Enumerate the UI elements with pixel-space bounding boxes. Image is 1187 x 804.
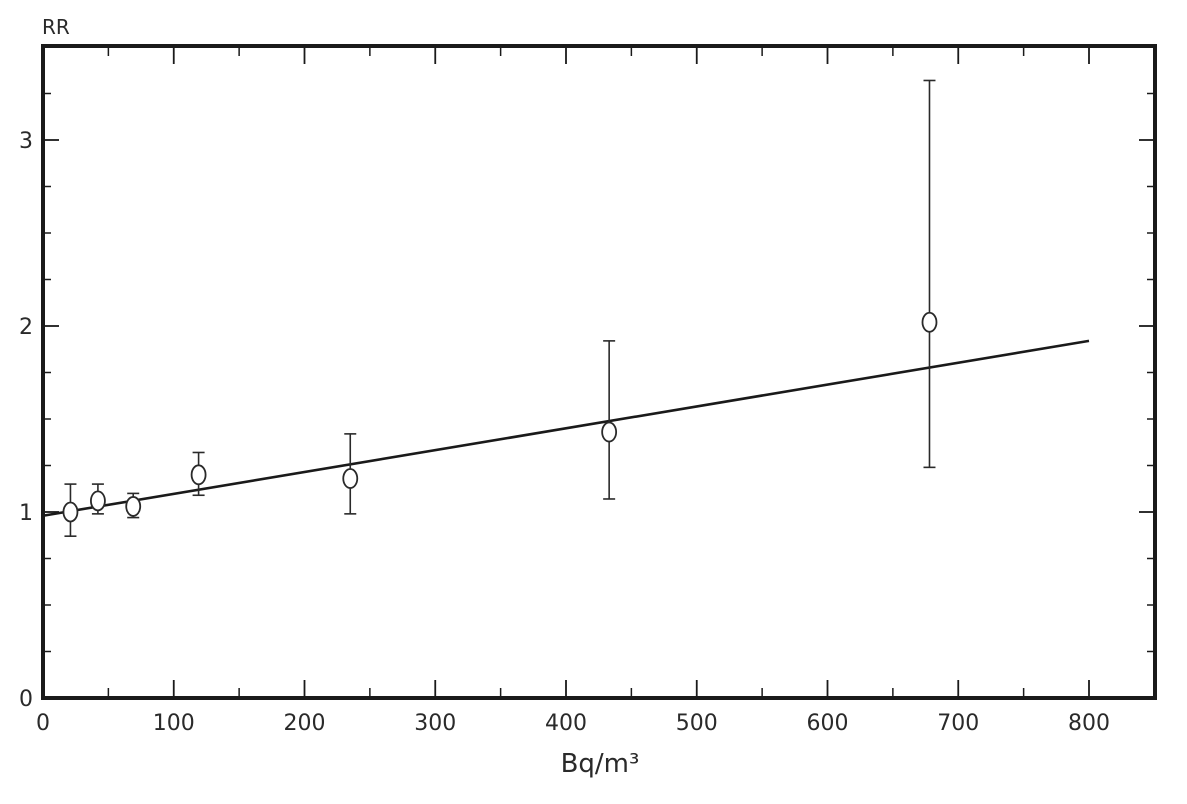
- x-tick-label: 800: [1068, 711, 1110, 736]
- x-tick-label: 0: [36, 711, 50, 736]
- plot-frame: [41, 44, 1157, 700]
- y-tick-label: 2: [19, 315, 33, 340]
- x-major-ticks: [42, 46, 1090, 698]
- data-point: [601, 421, 618, 443]
- data-point: [921, 311, 938, 333]
- x-tick-label: 500: [676, 711, 718, 736]
- x-axis-label: Bq/m³: [561, 749, 640, 779]
- x-tick-label: 400: [545, 711, 587, 736]
- data-point: [342, 468, 359, 489]
- data-point: [190, 464, 207, 486]
- error-bar: [603, 340, 616, 500]
- x-tick-label: 100: [153, 711, 195, 736]
- x-tick-labels: 0 100 200 300 400 500 600 700 800: [36, 711, 1110, 736]
- fit-line: [42, 339, 1090, 518]
- data-point: [62, 501, 79, 523]
- x-tick-label: 600: [807, 711, 849, 736]
- y-tick-label: 1: [19, 501, 33, 526]
- y-tick-label: 3: [19, 129, 33, 154]
- x-tick-label: 700: [937, 711, 979, 736]
- x-tick-label: 300: [414, 711, 456, 736]
- y-major-ticks: [43, 139, 1155, 699]
- data-point: [125, 496, 142, 517]
- data-point: [90, 490, 106, 512]
- x-tick-label: 200: [284, 711, 326, 736]
- x-minor-ticks: [107, 46, 1025, 698]
- y-tick-labels: 0 1 2 3: [19, 129, 33, 712]
- y-minor-ticks: [43, 92, 1155, 653]
- fit-line-group: [42, 339, 1090, 518]
- error-bar: [923, 79, 936, 469]
- data-points: [62, 311, 938, 523]
- y-tick-label: 0: [19, 687, 33, 712]
- y-axis-label: RR: [42, 15, 70, 39]
